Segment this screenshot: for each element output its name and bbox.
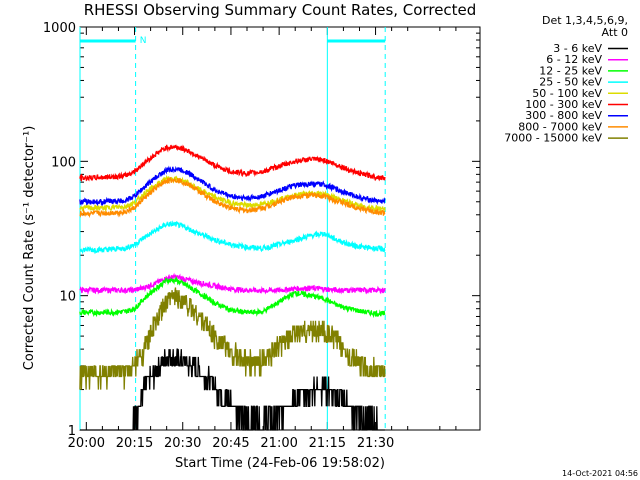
- series-line: [79, 272, 386, 296]
- x-tick-label: 20:00: [68, 436, 105, 451]
- chart-title: RHESSI Observing Summary Count Rates, Co…: [84, 1, 477, 19]
- series-line: [79, 174, 386, 213]
- legend-label: 300 - 800 keV: [525, 109, 602, 122]
- annotation-label: N: [140, 36, 147, 46]
- legend-label: 800 - 7000 keV: [518, 120, 602, 133]
- series-line: [79, 144, 386, 182]
- legend-label: 25 - 50 keV: [539, 76, 602, 89]
- x-tick-labels: 20:00 20:15 20:30 20:45 21:00 21:15 21:30: [68, 436, 395, 451]
- series-line: [79, 177, 386, 219]
- series-line: [79, 275, 386, 319]
- legend-label: 50 - 100 keV: [532, 87, 602, 100]
- series-line: [79, 348, 385, 431]
- legend-label: 12 - 25 keV: [539, 64, 602, 77]
- legend-label: 6 - 12 keV: [546, 53, 602, 66]
- y-axis-label: Corrected Count Rate (s⁻¹ detector⁻¹): [22, 126, 37, 371]
- plot-data: [79, 144, 386, 431]
- x-tick-label: 20:45: [212, 436, 249, 451]
- x-axis-label: Start Time (24-Feb-06 19:58:02): [175, 456, 385, 471]
- x-tick-label: 20:30: [164, 436, 201, 451]
- legend-label: 7000 - 15000 keV: [504, 132, 602, 145]
- timestamp: 14-Oct-2021 04:56: [562, 469, 638, 478]
- legend-label: 100 - 300 keV: [525, 98, 602, 111]
- series-line: [79, 220, 386, 255]
- x-tick-label: 20:15: [116, 436, 153, 451]
- legend-header: Det 1,3,4,5,6,9,: [542, 14, 628, 27]
- series-line: [79, 287, 386, 390]
- series-line: [79, 165, 386, 207]
- x-tick-label: 21:30: [357, 436, 394, 451]
- y-tick-label: 1000: [43, 21, 76, 36]
- y-tick-label: 100: [51, 155, 76, 170]
- legend-label: 3 - 6 keV: [553, 42, 602, 55]
- legend-header: Att 0: [602, 26, 628, 39]
- y-tick-label: 1: [68, 424, 76, 439]
- x-tick-label: 21:00: [260, 436, 297, 451]
- plot-frame: [79, 26, 481, 431]
- x-tick-label: 21:15: [309, 436, 346, 451]
- y-tick-label: 10: [59, 290, 76, 305]
- plot-axes: N: [79, 26, 481, 431]
- y-tick-labels: 1 10 100 1000: [43, 21, 76, 439]
